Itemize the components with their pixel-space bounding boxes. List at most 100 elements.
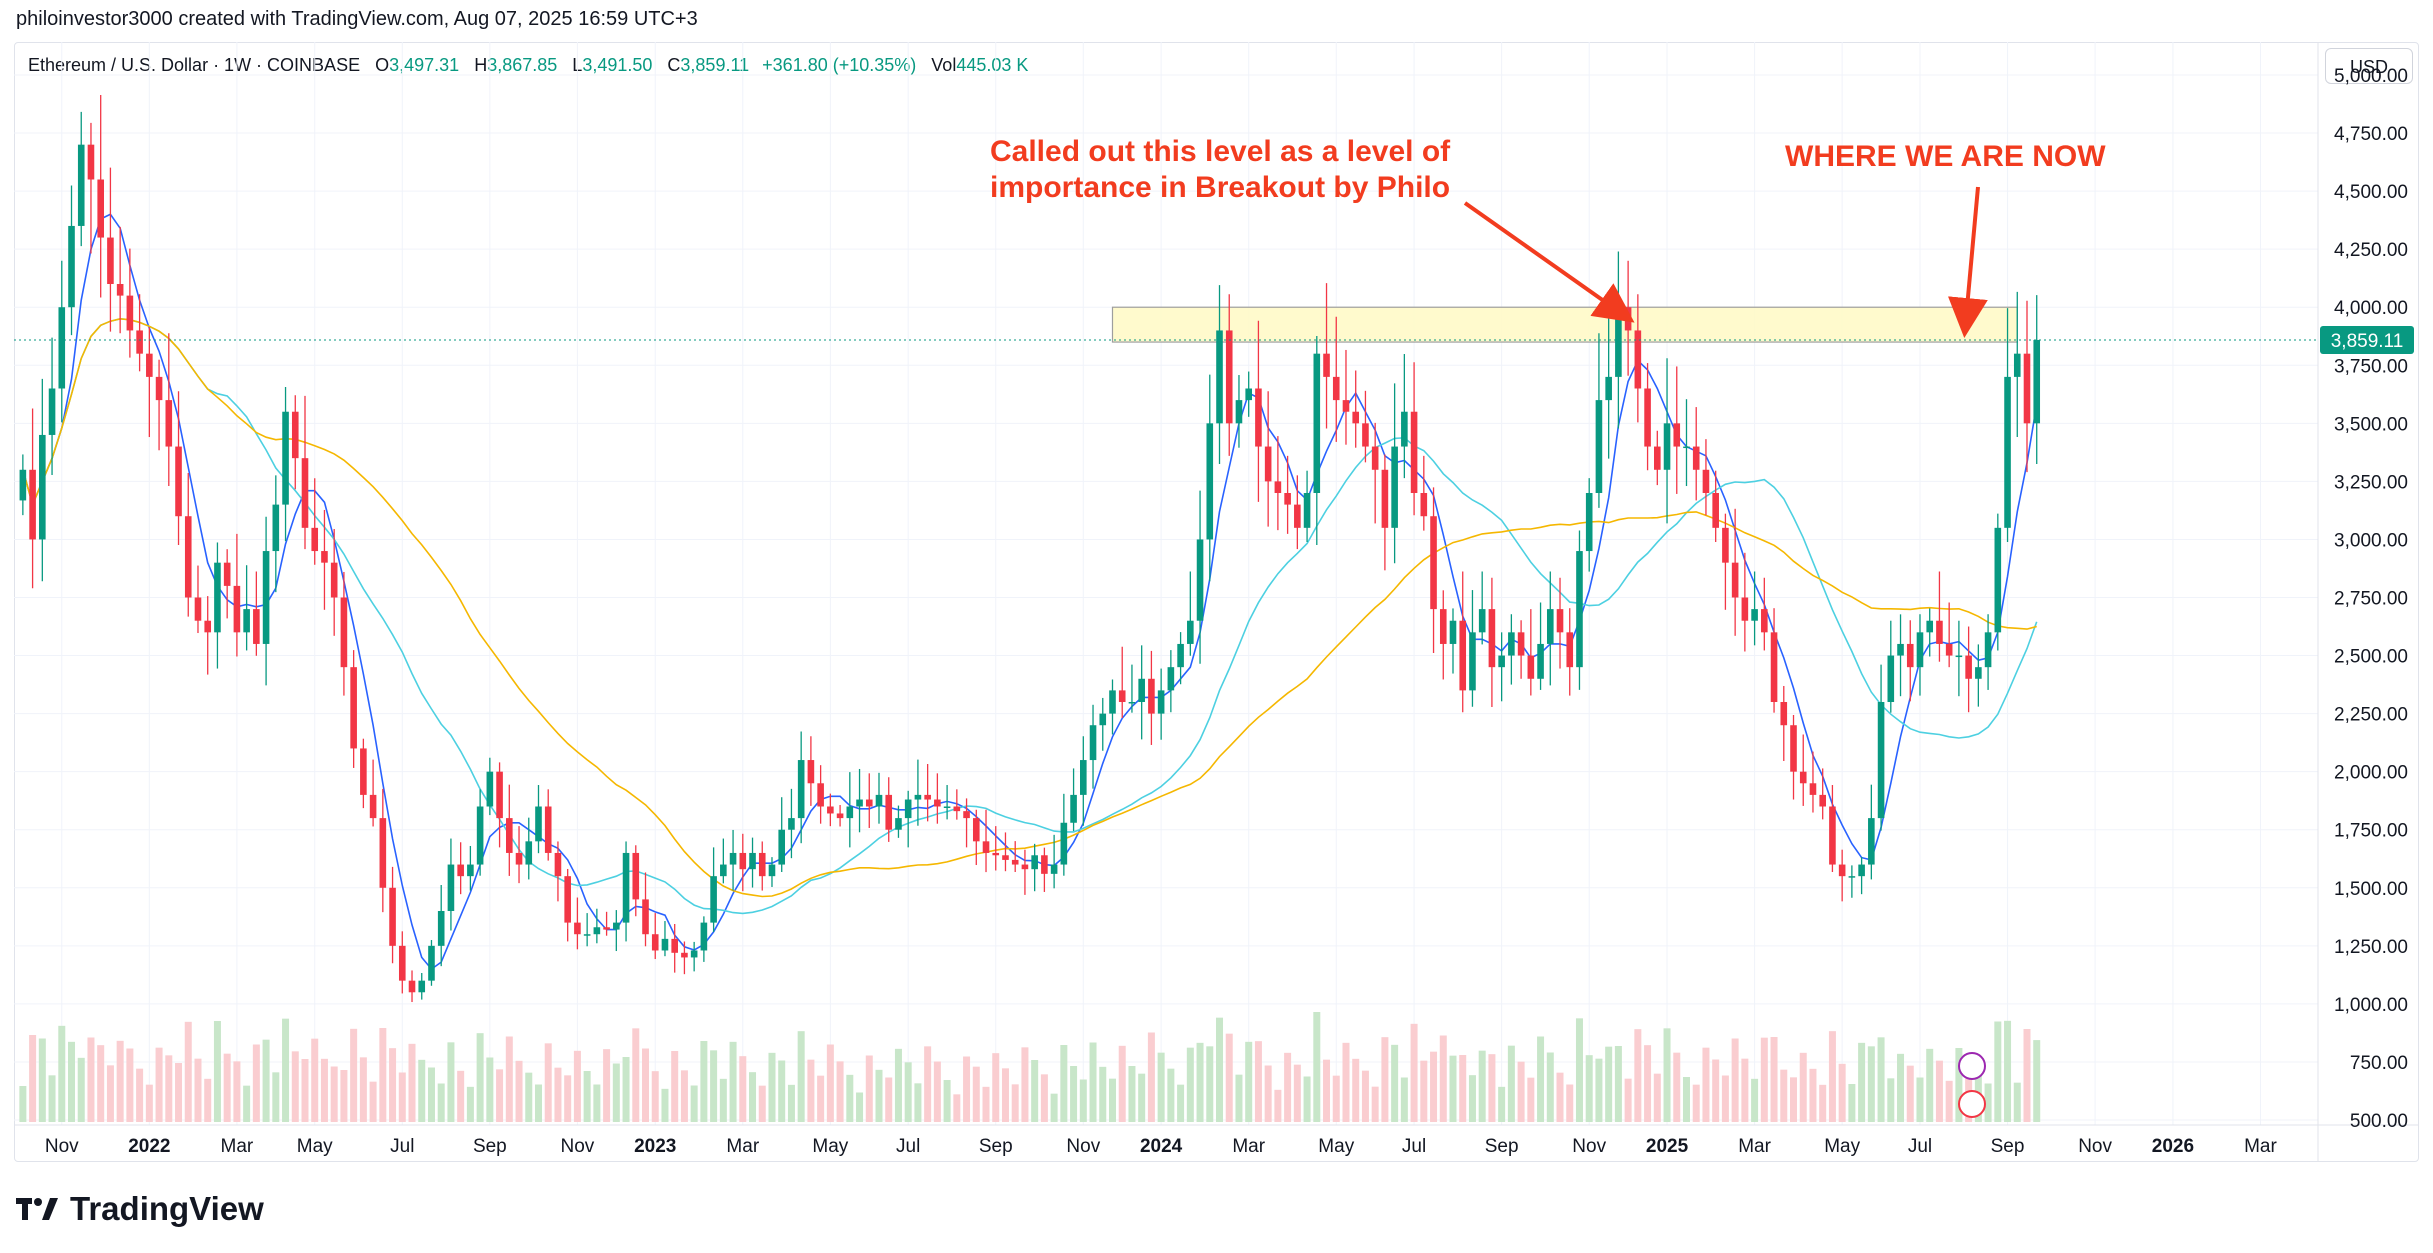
- tradingview-brand[interactable]: TradingView: [16, 1190, 264, 1228]
- candle-body: [1274, 481, 1282, 493]
- volume-bar: [534, 1084, 542, 1122]
- volume-bar: [671, 1051, 679, 1122]
- ma-mid-line: [22, 317, 2038, 915]
- candle-body: [1109, 690, 1116, 714]
- time-tick-label: Mar: [221, 1136, 254, 1157]
- volume-bar: [194, 1058, 202, 1122]
- volume-bar: [1361, 1070, 1369, 1122]
- candle-body: [856, 799, 863, 807]
- candle-body: [1858, 864, 1865, 877]
- candle-body: [165, 400, 173, 447]
- candle-body: [1187, 620, 1194, 644]
- volume-bar: [1245, 1041, 1253, 1122]
- volume-bar: [836, 1061, 844, 1122]
- candle-body: [1838, 864, 1846, 877]
- volume-bar: [1848, 1084, 1856, 1122]
- volume-bar: [719, 1078, 727, 1122]
- candle-body: [972, 818, 980, 842]
- time-tick-label: May: [1824, 1136, 1860, 1157]
- time-tick-label: Jul: [390, 1136, 414, 1157]
- volume-bar: [817, 1075, 825, 1122]
- volume-bar: [1634, 1029, 1642, 1122]
- candle-body: [603, 927, 610, 930]
- volume-bar: [213, 1021, 221, 1122]
- volume-bar: [48, 1075, 56, 1122]
- volume-bar: [1663, 1028, 1671, 1122]
- price-tick-label: 5,000.00: [2334, 66, 2408, 87]
- volume-bar: [1079, 1079, 1087, 1122]
- volume-bar: [19, 1086, 27, 1122]
- candle-body: [68, 225, 75, 308]
- candle-body: [1070, 794, 1077, 823]
- candle-body: [1157, 690, 1165, 714]
- volume-bar: [1858, 1042, 1866, 1122]
- candle-body: [321, 551, 328, 563]
- volume-bar: [1624, 1078, 1632, 1122]
- candle-body: [1877, 702, 1885, 819]
- candle-body: [554, 852, 562, 877]
- price-tick-label: 4,000.00: [2334, 298, 2408, 319]
- candle-body: [613, 922, 620, 930]
- volume-bar: [126, 1048, 134, 1122]
- volume-bar: [992, 1053, 1000, 1122]
- candle-body: [1011, 859, 1019, 865]
- candle-body: [29, 469, 36, 540]
- candle-body: [710, 876, 717, 923]
- volume-bar: [963, 1056, 971, 1122]
- currency-button[interactable]: USD: [2325, 48, 2413, 84]
- volume-bar: [1468, 1075, 1476, 1122]
- volume-bar: [2023, 1029, 2031, 1122]
- time-tick-label: 2025: [1646, 1136, 1689, 1157]
- candle-body: [204, 620, 212, 633]
- candle-body: [1021, 864, 1029, 870]
- close-value: 3,859.11: [680, 55, 750, 75]
- candle-body: [1041, 855, 1048, 874]
- price-tick-label: 500.00: [2350, 1111, 2408, 1132]
- candle-body: [1546, 609, 1554, 644]
- symbol-title[interactable]: Ethereum / U.S. Dollar · 1W · COINBASE: [28, 55, 361, 75]
- volume-bar: [1877, 1037, 1885, 1122]
- candle-body: [671, 938, 678, 953]
- volume-bar: [505, 1036, 513, 1122]
- candle-body: [1031, 855, 1038, 870]
- volume-bar: [1128, 1066, 1136, 1122]
- volume-bar: [136, 1068, 144, 1122]
- volume-bar: [1556, 1072, 1564, 1122]
- candle-body: [1994, 527, 2002, 633]
- candle-body: [1323, 353, 1330, 377]
- candle-body: [934, 799, 941, 807]
- volume-bar: [457, 1070, 465, 1122]
- candle-body: [1537, 643, 1544, 679]
- volume-bar: [1011, 1084, 1019, 1122]
- volume-bar: [1741, 1058, 1749, 1122]
- price-tick-label: 4,750.00: [2334, 124, 2408, 145]
- candle-body: [788, 818, 795, 830]
- candle-body: [146, 353, 153, 377]
- candle-body: [982, 841, 990, 853]
- volume-bar: [2013, 1082, 2021, 1122]
- candle-body: [496, 771, 503, 819]
- candle-body: [1819, 794, 1826, 807]
- candle-body: [437, 911, 445, 946]
- candle-body: [1410, 411, 1418, 493]
- candle-body: [77, 144, 85, 226]
- volume-bar: [369, 1081, 377, 1122]
- candle-body: [739, 852, 747, 870]
- volume-bar: [1371, 1086, 1379, 1122]
- volume-bar: [447, 1042, 455, 1122]
- volume-bar: [1897, 1053, 1905, 1122]
- volume-bar: [418, 1059, 426, 1122]
- candle-body: [2033, 339, 2041, 424]
- time-tick-label: Nov: [45, 1136, 79, 1157]
- candle-body: [272, 504, 280, 552]
- candle-body: [1916, 632, 1924, 668]
- volume-bar: [661, 1088, 669, 1122]
- candle-body: [914, 794, 922, 800]
- candle-body: [175, 446, 182, 517]
- volume-bar: [223, 1053, 231, 1122]
- volume-bar: [875, 1069, 883, 1122]
- volume-bar: [1702, 1047, 1710, 1122]
- candle-body: [136, 330, 143, 354]
- volume-bar: [175, 1063, 183, 1122]
